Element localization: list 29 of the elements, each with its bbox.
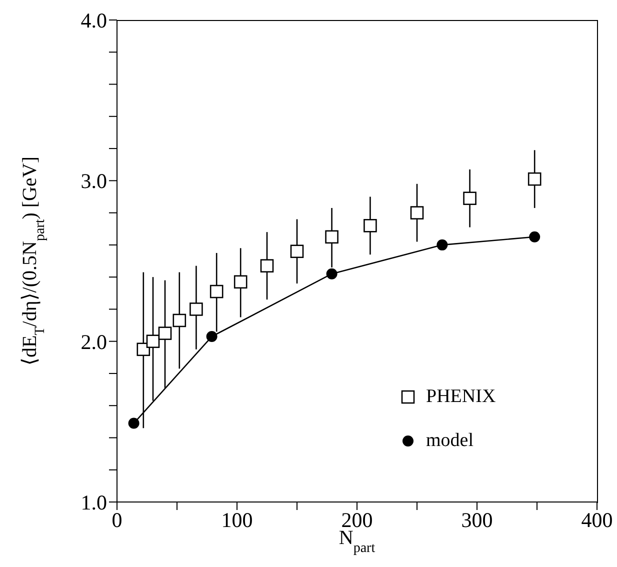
point <box>210 284 224 298</box>
y-tick-label: 4.0 <box>80 8 107 32</box>
point <box>172 314 186 328</box>
y-tick-label: 1.0 <box>80 490 107 514</box>
legend-label: PHENIX <box>426 386 496 407</box>
point <box>463 192 476 205</box>
x-tick-label: 300 <box>461 508 493 532</box>
y-tick-label: 3.0 <box>80 169 107 194</box>
point <box>234 275 248 289</box>
y-tick-label: 2.0 <box>80 330 107 354</box>
point <box>146 334 160 348</box>
point <box>325 230 338 244</box>
point <box>190 302 203 316</box>
point <box>136 342 150 356</box>
point <box>529 231 540 242</box>
x-tick-label: 0 <box>112 508 122 532</box>
point <box>436 239 448 250</box>
legend-label: model <box>426 430 474 451</box>
point <box>326 268 338 280</box>
point <box>158 326 172 340</box>
point <box>410 206 424 220</box>
point <box>290 244 304 258</box>
point <box>260 259 274 272</box>
point <box>128 418 140 429</box>
point <box>206 331 218 342</box>
point <box>364 219 377 232</box>
point <box>528 172 542 186</box>
x-tick-label: 400 <box>581 508 613 532</box>
x-tick-label: 100 <box>221 508 253 532</box>
